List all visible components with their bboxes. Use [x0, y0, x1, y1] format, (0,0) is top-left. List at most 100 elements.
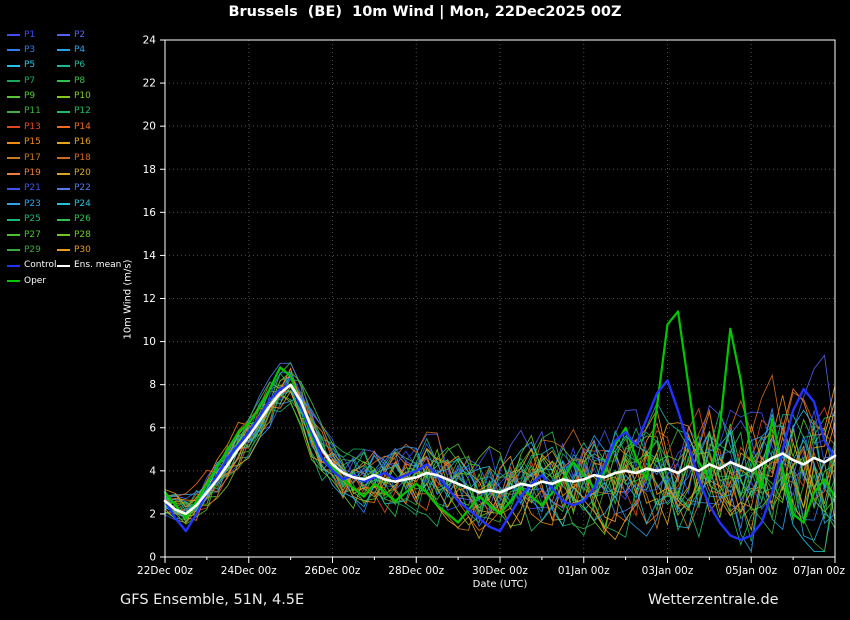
x-axis-label: Date (UTC): [472, 579, 528, 590]
legend-line-swatch: [57, 157, 70, 160]
legend-line-swatch: [7, 203, 20, 206]
legend-entry: P22: [57, 184, 123, 194]
legend-entry: P4: [57, 45, 123, 55]
legend-label: P5: [24, 60, 36, 71]
x-tick-label: 22Dec 00z: [137, 565, 193, 577]
legend-entry: P25: [7, 215, 57, 225]
legend-line-swatch: [57, 203, 70, 206]
legend-label: P25: [24, 214, 41, 225]
legend-label: P10: [74, 91, 91, 102]
legend: P1 P2 P3 P4 P5 P6 P7 P8 P9 P10 P11 P12 P13 P14 P15 P16 P…: [7, 30, 123, 286]
legend-label: P12: [74, 106, 91, 117]
legend-label: P11: [24, 106, 41, 117]
ensemble-member-line-p12: [164, 402, 836, 547]
legend-label: P30: [74, 244, 91, 255]
y-tick-label: 14: [143, 250, 157, 262]
legend-line-swatch: [7, 218, 20, 221]
legend-line-swatch: [7, 280, 20, 283]
y-tick-label: 2: [149, 508, 156, 520]
y-tick-label: 6: [149, 422, 156, 434]
legend-label: P3: [24, 44, 36, 55]
legend-entry: P15: [7, 138, 57, 148]
legend-entry: Oper: [7, 276, 57, 286]
ensemble-member-line-p19: [164, 367, 836, 521]
legend-entry: P17: [7, 153, 57, 163]
page-title: Brussels (BE) 10m Wind | Mon, 22Dec2025 …: [228, 4, 622, 20]
legend-line-swatch: [7, 110, 20, 113]
legend-label: P6: [74, 60, 86, 71]
x-tick-label: 24Dec 00z: [221, 565, 277, 577]
legend-entry: P19: [7, 169, 57, 179]
legend-label: P21: [24, 183, 41, 194]
legend-entry: P20: [57, 169, 123, 179]
legend-entry: P8: [57, 76, 123, 86]
legend-line-swatch: [7, 157, 20, 160]
x-tick-label: 05Jan 00z: [725, 565, 777, 577]
legend-entry: P11: [7, 107, 57, 117]
legend-label: P23: [24, 198, 41, 209]
legend-label: P28: [74, 229, 91, 240]
legend-entry: P12: [57, 107, 123, 117]
legend-line-swatch: [7, 234, 20, 237]
legend-entry: P9: [7, 92, 57, 102]
legend-line-swatch: [57, 126, 70, 129]
y-tick-label: 12: [143, 293, 156, 305]
legend-label: P1: [24, 29, 36, 40]
y-tick-label: 24: [143, 35, 157, 47]
legend-entry: P2: [57, 30, 123, 40]
ensemble-member-line-p25: [164, 372, 836, 524]
y-tick-label: 18: [143, 164, 156, 176]
legend-entry: P6: [57, 61, 123, 71]
legend-label: Oper: [24, 275, 47, 286]
legend-entry: Control: [7, 261, 57, 271]
legend-label: P2: [74, 29, 86, 40]
y-tick-label: 4: [149, 465, 156, 477]
legend-line-swatch: [7, 141, 20, 144]
legend-label: P16: [74, 137, 91, 148]
x-tick-label: 26Dec 00z: [305, 565, 361, 577]
footer-model-info: GFS Ensemble, 51N, 4.5E: [120, 592, 305, 608]
legend-entry: P18: [57, 153, 123, 163]
x-tick-label: 30Dec 00z: [472, 565, 528, 577]
legend-line-swatch: [57, 234, 70, 237]
ensemble-member-line-p27: [164, 371, 836, 525]
legend-entry: P27: [7, 230, 57, 240]
control-line: [163, 379, 837, 541]
legend-entry: P30: [57, 245, 123, 255]
y-tick-label: 20: [143, 121, 156, 133]
ens-mean-line: [163, 383, 837, 516]
legend-entry: P1: [7, 30, 57, 40]
ensemble-member-line-p23: [165, 394, 836, 537]
legend-entry: P14: [57, 122, 123, 132]
legend-line-swatch: [57, 218, 70, 221]
legend-entry: P3: [7, 45, 57, 55]
legend-label: P15: [24, 137, 41, 148]
legend-entry: P5: [7, 61, 57, 71]
legend-line-swatch: [57, 64, 70, 67]
legend-entry: P7: [7, 76, 57, 86]
legend-line-swatch: [7, 126, 20, 129]
footer-brand: Wetterzentrale.de: [648, 592, 779, 608]
legend-entry: P29: [7, 245, 57, 255]
legend-line-swatch: [7, 187, 20, 190]
x-tick-label: 03Jan 00z: [642, 565, 694, 577]
ensemble-member-line-p26: [164, 381, 836, 529]
legend-entry: Ens. mean: [57, 261, 123, 271]
legend-entry: P13: [7, 122, 57, 132]
legend-line-swatch: [7, 34, 20, 36]
legend-line-swatch: [7, 249, 20, 252]
legend-line-swatch: [7, 80, 20, 83]
legend-label: P7: [24, 75, 36, 86]
legend-entry: P16: [57, 138, 123, 148]
legend-line-swatch: [7, 172, 20, 175]
legend-label: Control: [24, 260, 57, 271]
y-tick-label: 8: [149, 379, 156, 391]
y-tick-label: 22: [143, 78, 156, 90]
legend-entry: P23: [7, 199, 57, 209]
legend-label: P20: [74, 168, 91, 179]
legend-label: P24: [74, 198, 91, 209]
legend-label: P13: [24, 121, 41, 132]
legend-line-swatch: [7, 95, 20, 98]
